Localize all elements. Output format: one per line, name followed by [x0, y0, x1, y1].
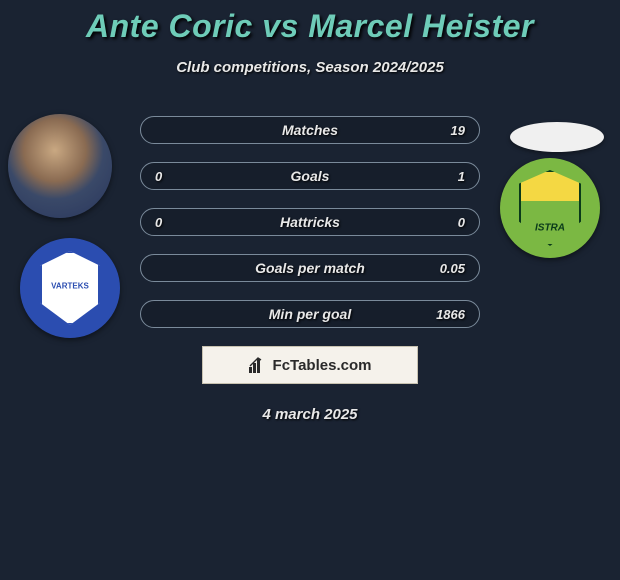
stat-row-matches: Matches 19 [140, 116, 480, 144]
stat-label: Goals per match [205, 260, 415, 276]
source-badge[interactable]: FcTables.com [202, 346, 418, 384]
stat-row-hattricks: 0 Hattricks 0 [140, 208, 480, 236]
stat-left-value: 0 [155, 169, 205, 184]
right-player-avatar [510, 122, 604, 152]
stats-area: VARTEKS ISTRA Matches 19 0 Goals 1 0 Hat… [0, 104, 620, 423]
stat-right-value: 0.05 [415, 261, 465, 276]
stat-label: Min per goal [205, 306, 415, 322]
shield-icon [519, 170, 581, 246]
page-title: Ante Coric vs Marcel Heister [0, 8, 620, 45]
right-club-badge: ISTRA [500, 158, 600, 258]
stat-row-goals: 0 Goals 1 [140, 162, 480, 190]
date-text: 4 march 2025 [0, 406, 620, 423]
stat-row-min-per-goal: Min per goal 1866 [140, 300, 480, 328]
stat-right-value: 0 [415, 215, 465, 230]
left-player-avatar [8, 114, 112, 218]
bar-chart-icon [249, 357, 267, 373]
stat-right-value: 1 [415, 169, 465, 184]
stat-label: Matches [205, 122, 415, 138]
stat-label: Hattricks [205, 214, 415, 230]
stat-rows: Matches 19 0 Goals 1 0 Hattricks 0 Goals… [140, 104, 480, 328]
stat-left-value: 0 [155, 215, 205, 230]
stat-row-goals-per-match: Goals per match 0.05 [140, 254, 480, 282]
stat-right-value: 19 [415, 123, 465, 138]
left-club-label: VARTEKS [51, 282, 89, 291]
stat-label: Goals [205, 168, 415, 184]
source-text: FcTables.com [273, 357, 372, 374]
subtitle: Club competitions, Season 2024/2025 [0, 59, 620, 76]
comparison-card: Ante Coric vs Marcel Heister Club compet… [0, 0, 620, 423]
stat-right-value: 1866 [415, 307, 465, 322]
left-club-badge: VARTEKS [20, 238, 120, 338]
right-club-label: ISTRA [535, 223, 565, 234]
